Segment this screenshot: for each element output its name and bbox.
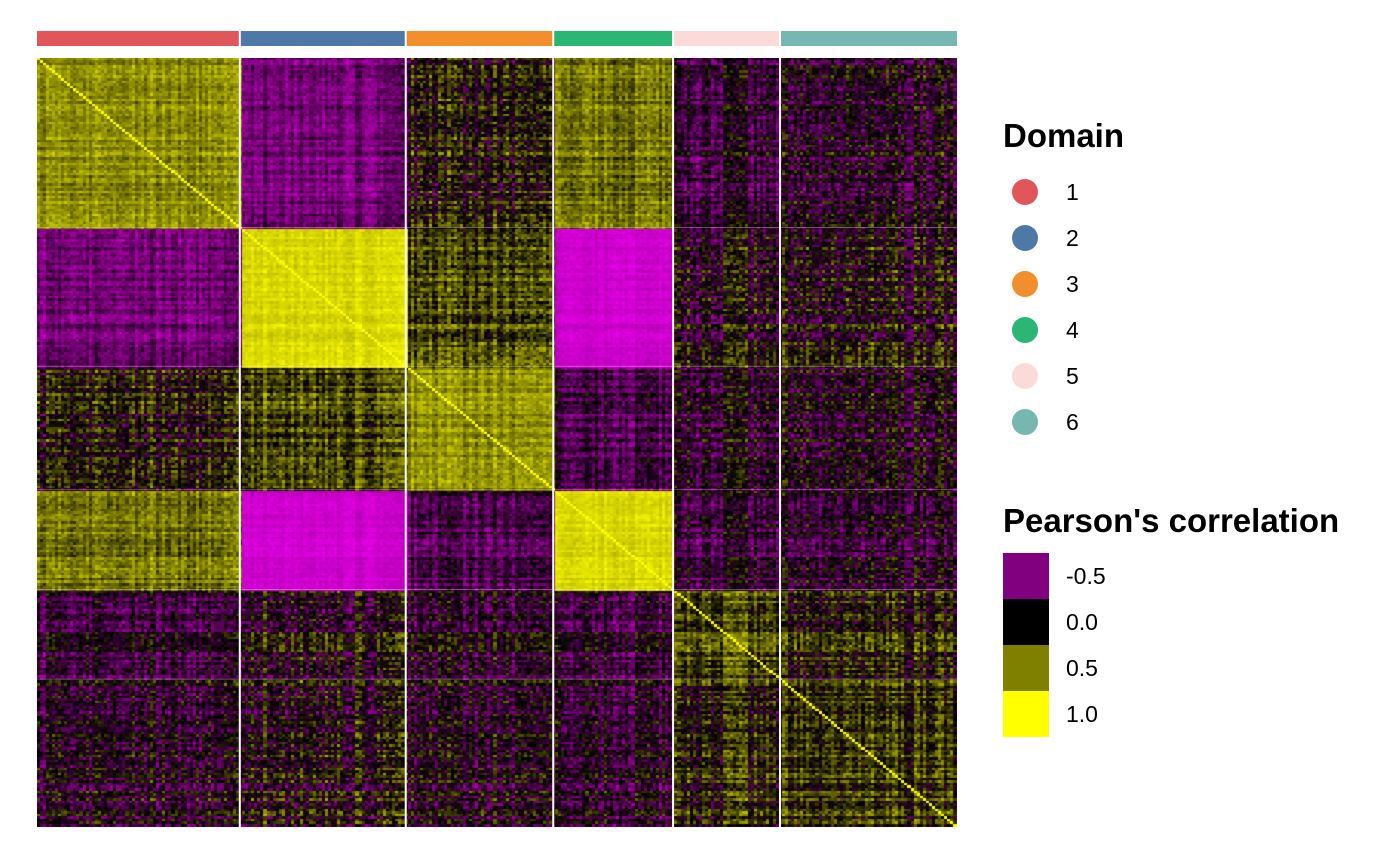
domain-annotation-bar-1 <box>37 31 240 46</box>
heatmap-panel <box>37 31 957 827</box>
domain-annotation-bar-5 <box>673 31 781 46</box>
domain-legend-item: 6 <box>1003 404 1203 440</box>
domain-legend-label: 5 <box>1066 363 1079 389</box>
domain-legend-item: 2 <box>1003 220 1203 256</box>
domain-annotation-bar-6 <box>780 31 957 46</box>
correlation-legend-item: 0.5 <box>1003 645 1253 691</box>
correlation-swatch <box>1003 599 1049 645</box>
domain-legend-label: 2 <box>1066 225 1079 251</box>
domain-legend-dot <box>1012 317 1038 343</box>
domain-legend-label: 4 <box>1066 317 1079 343</box>
correlation-legend-label: 0.0 <box>1066 609 1098 635</box>
correlation-legend-item: 1.0 <box>1003 691 1253 737</box>
domain-legend-item: 5 <box>1003 358 1203 394</box>
domain-legend-dot <box>1012 271 1038 297</box>
legend-panel: Domain 1 2 3 4 5 6 Pearson's correlation… <box>1003 0 1400 865</box>
correlation-swatch <box>1003 645 1049 691</box>
domain-legend-dot <box>1012 179 1038 205</box>
domain-legend-dot <box>1012 225 1038 251</box>
correlation-legend-item: 0.0 <box>1003 599 1253 645</box>
heatmap-cells <box>37 58 957 827</box>
correlation-legend-label: -0.5 <box>1066 563 1106 589</box>
domain-legend-item: 3 <box>1003 266 1203 302</box>
domain-legend-item: 1 <box>1003 174 1203 210</box>
domain-annotation-bar-2 <box>239 31 406 46</box>
domain-legend-dot <box>1012 409 1038 435</box>
correlation-legend-label: 1.0 <box>1066 701 1098 727</box>
correlation-legend-item: -0.5 <box>1003 553 1253 599</box>
correlation-legend-label: 0.5 <box>1066 655 1098 681</box>
domain-legend-label: 3 <box>1066 271 1079 297</box>
domain-annotation-bar-4 <box>553 31 674 46</box>
domain-legend-title: Domain <box>1003 117 1125 154</box>
correlation-swatch <box>1003 691 1049 737</box>
correlation-legend-title: Pearson's correlation <box>1003 502 1340 539</box>
correlation-swatch <box>1003 553 1049 599</box>
domain-legend-label: 1 <box>1066 179 1079 205</box>
domain-legend-dot <box>1012 363 1038 389</box>
heatmap-chart <box>37 31 957 827</box>
domain-legend-item: 4 <box>1003 312 1203 348</box>
domain-annotation-bar-3 <box>405 31 554 46</box>
domain-legend-label: 6 <box>1066 409 1079 435</box>
